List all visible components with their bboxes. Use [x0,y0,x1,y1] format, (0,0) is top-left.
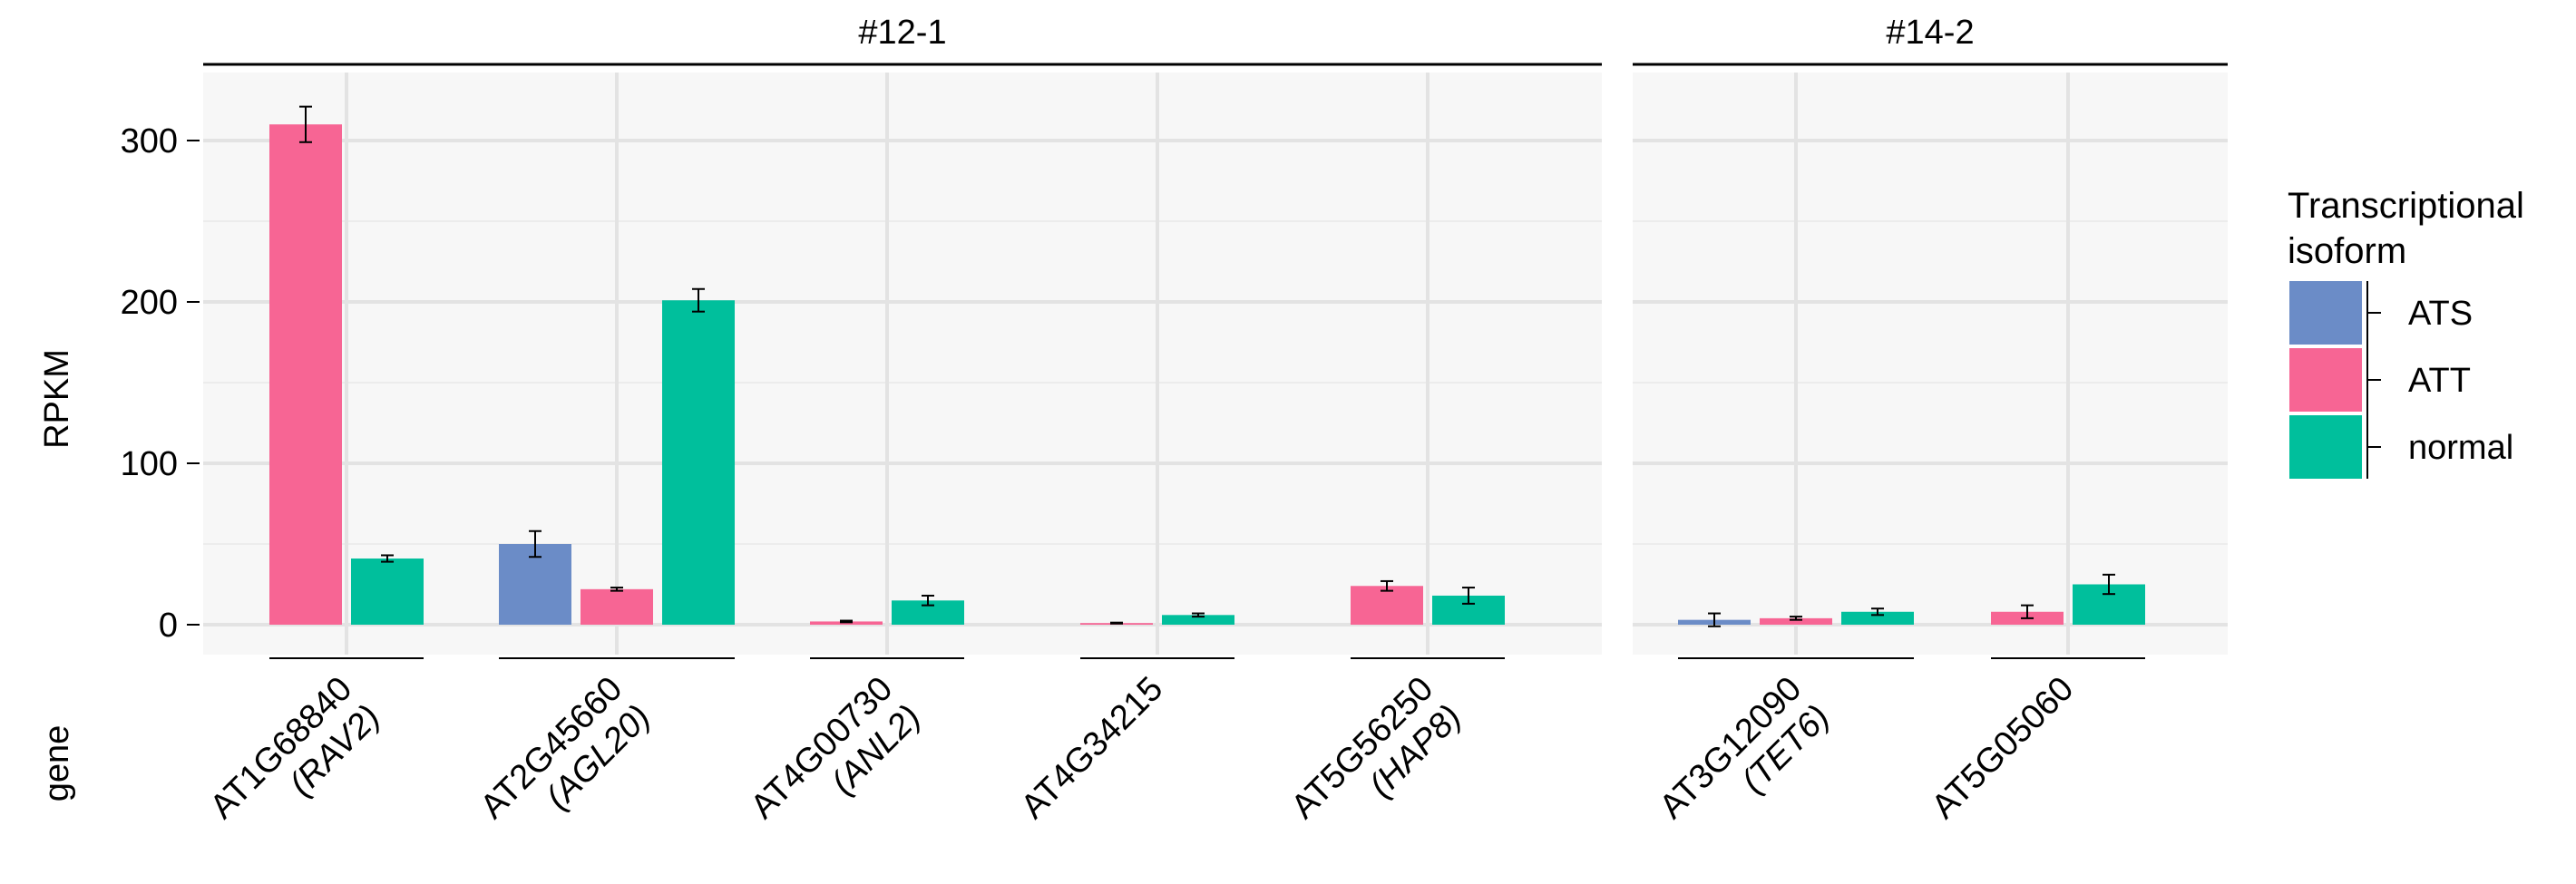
legend-item-att: ATT [2289,348,2471,412]
legend-item-ats: ATS [2289,281,2473,345]
legend-label: normal [2408,429,2513,467]
panel-1: #12-1 AT1G68840(RAV2) AT2G45660(AGL20) AT4G… [203,14,1602,855]
x-tick-label: AT1G68840(RAV2) [203,670,388,855]
plot-panels: #12-1 AT1G68840(RAV2) AT2G45660(AGL20) AT4G… [203,14,2228,855]
panel-title: #14-2 [1886,14,1974,52]
panel-title: #12-1 [858,14,946,52]
x-tick-label: AT3G12090(TET6) [1653,670,1838,855]
legend-item-normal: normal [2289,415,2513,479]
bar-ATT [1351,586,1423,625]
legend-title: isoform [2288,231,2406,271]
bar-normal [1162,615,1234,625]
gene-id: AT4G34215 [1014,670,1171,827]
panel-2: #14-2 AT3G12090(TET6) AT5G05060 [1633,14,2228,855]
bar-normal [351,559,424,625]
legend-label: ATS [2408,295,2473,333]
bar-normal [662,300,735,625]
x-tick-label: AT4G00730(ANL2) [744,670,929,855]
y-tick-label: 200 [121,284,178,322]
legend-swatch [2289,348,2362,412]
panel-background [1633,73,2228,655]
legend-swatch [2289,281,2362,345]
legend-title: Transcriptional [2288,186,2524,226]
x-tick-label: AT4G34215 [1014,670,1171,827]
y-tick-label: 300 [121,122,178,160]
legend-swatch [2289,415,2362,479]
bar-ATT [581,588,653,625]
x-axis-label: gene [38,725,76,802]
x-tick-label: AT5G56250(HAP8) [1284,670,1469,855]
gene-id: AT5G05060 [1925,670,2082,827]
panel-background [203,73,1602,655]
y-axis-label: RPKM [38,349,76,449]
bar-normal [1841,611,1914,625]
bar-ATT [1760,617,1832,625]
x-tick-label: AT5G05060 [1925,670,2082,827]
y-axis: 0 100 200 300 [121,122,200,645]
bar-ATT [269,124,342,625]
y-tick-label: 0 [159,607,178,645]
x-tick-label: AT2G45660(AGL20) [473,670,659,855]
y-tick-label: 100 [121,445,178,483]
legend-label: ATT [2408,362,2471,400]
